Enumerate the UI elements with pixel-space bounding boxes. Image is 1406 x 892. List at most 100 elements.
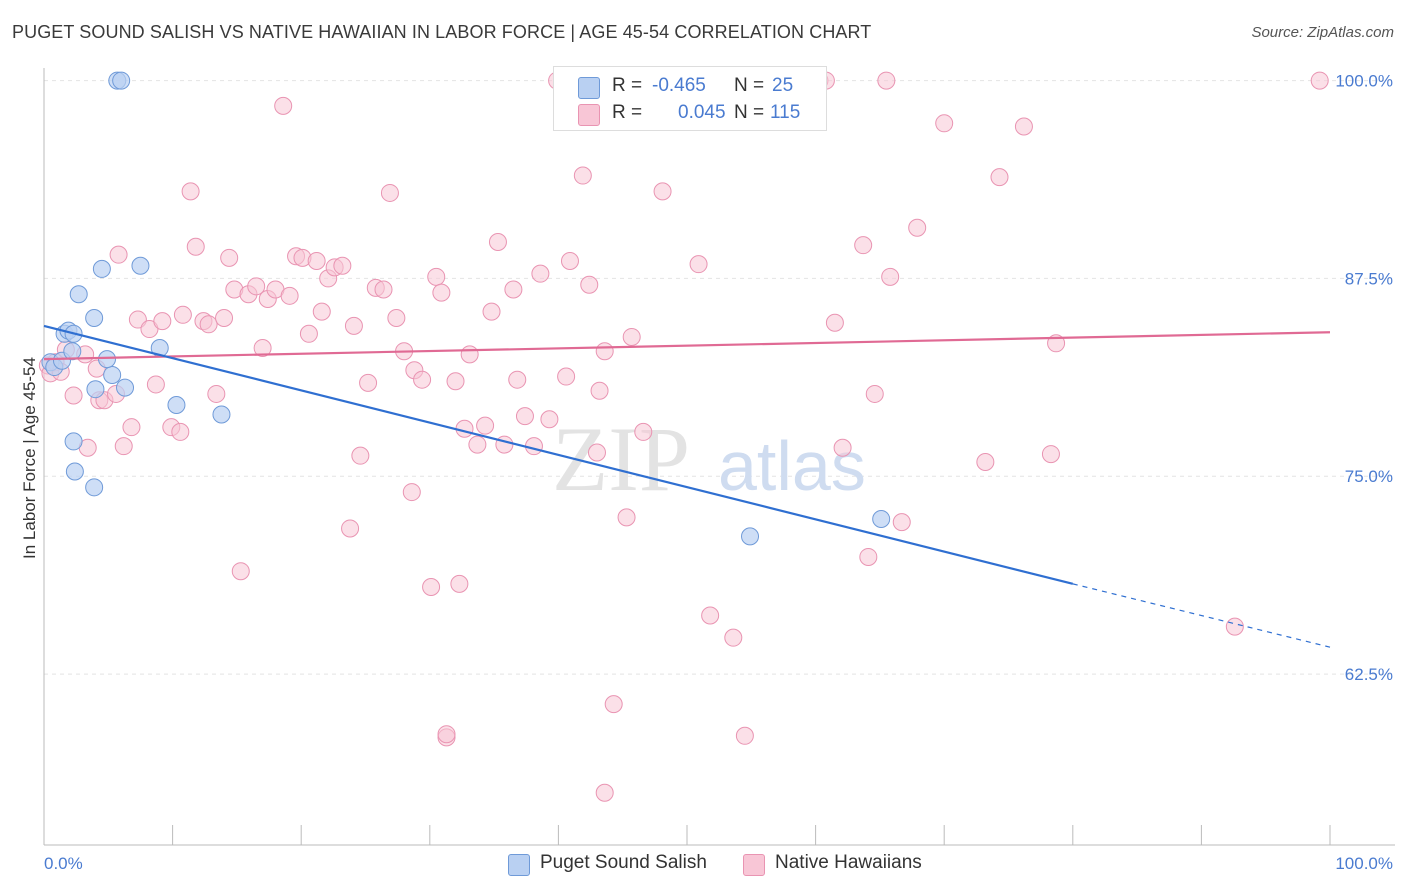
native-hawaiians-point — [413, 370, 432, 389]
legend-swatch-pink — [578, 104, 600, 126]
native-hawaiians-point — [468, 435, 487, 454]
native-hawaiians-point — [109, 245, 128, 264]
native-hawaiians-point — [247, 277, 266, 296]
puget-sound-salish-point — [167, 396, 186, 415]
native-hawaiians-point — [446, 372, 465, 391]
native-hawaiians-point — [253, 339, 272, 358]
x-tick-label: 100.0% — [1335, 854, 1393, 873]
native-hawaiians-point — [622, 327, 641, 346]
native-hawaiians-point — [531, 264, 550, 283]
native-hawaiians-point — [877, 71, 896, 90]
native-hawaiians-point — [854, 236, 873, 255]
native-hawaiians-point — [220, 248, 239, 267]
native-hawaiians-point — [689, 255, 708, 274]
native-hawaiians-point — [590, 381, 609, 400]
native-hawaiians-point — [587, 443, 606, 462]
native-hawaiians-point — [908, 218, 927, 237]
y-tick-label: 62.5% — [1345, 665, 1393, 684]
puget-sound-salish-point — [131, 256, 150, 275]
native-hawaiians-point — [215, 308, 234, 327]
legend-r-value: -0.465 — [652, 75, 706, 96]
native-hawaiians-point — [859, 547, 878, 566]
native-hawaiians-point — [634, 422, 653, 441]
native-hawaiians-point — [990, 168, 1009, 187]
native-hawaiians-point — [653, 182, 672, 201]
tick-labels: 62.5% 75.0% 87.5% 100.0% 0.0% 100.0% — [44, 72, 1393, 873]
trend-lines — [43, 324, 1331, 648]
chart-title: PUGET SOUND SALISH VS NATIVE HAWAIIAN IN… — [12, 22, 872, 42]
native-hawaiians-point — [374, 280, 393, 299]
puget-sound-salish-point — [872, 509, 891, 528]
native-hawaiians-point — [122, 418, 141, 437]
native-hawaiians-point — [580, 275, 599, 294]
puget-sound-salish-point — [741, 527, 760, 546]
native-hawaiians-point — [881, 267, 900, 286]
puget-sound-salish-point — [98, 350, 117, 369]
legend-item-label: Native Hawaiians — [775, 852, 922, 873]
native-hawaiians-point — [432, 283, 451, 302]
native-hawaiians-point — [865, 384, 884, 403]
native-hawaiians-point — [833, 438, 852, 457]
native-hawaiians-point — [333, 256, 352, 275]
native-hawaiians-point — [181, 182, 200, 201]
native-hawaiians-point — [437, 725, 456, 744]
native-hawaiians-point — [186, 237, 205, 256]
puget-sound-salish-point — [65, 462, 84, 481]
native-hawaiians-point — [701, 606, 720, 625]
native-hawaiians-point — [171, 422, 190, 441]
native-hawaiians-point — [128, 310, 147, 329]
legend-n-label: N = — [734, 75, 765, 96]
native-hawaiians-point — [595, 783, 614, 802]
native-hawaiians-point — [173, 305, 192, 324]
native-hawaiians-point — [825, 313, 844, 332]
legend-swatch-pink — [743, 854, 765, 876]
native-hawaiians-point — [476, 416, 495, 435]
native-hawaiians-point — [1225, 617, 1244, 636]
watermark-atlas: atlas — [718, 427, 866, 505]
source-credit: Source: ZipAtlas.com — [1251, 24, 1394, 41]
native-hawaiians-point — [351, 446, 370, 465]
native-hawaiians-point — [450, 574, 469, 593]
native-hawaiians-point — [540, 410, 559, 429]
native-hawaiians-point — [207, 384, 226, 403]
native-hawaiians-point — [402, 483, 421, 502]
native-hawaiians-point — [482, 302, 501, 321]
native-hawaiians-point — [595, 342, 614, 361]
legend-n-label: N = — [734, 102, 765, 123]
legend-r-label: R = — [612, 102, 643, 123]
native-hawaiians-point — [341, 519, 360, 538]
native-hawaiians-point — [64, 386, 83, 405]
legend-n-value: 115 — [770, 102, 801, 123]
native-hawaiians-point — [344, 316, 363, 335]
native-hawaiians-point — [976, 452, 995, 471]
native-hawaiians-trend-line — [43, 331, 1331, 361]
native-hawaiians-point — [114, 437, 133, 456]
native-hawaiians-point — [560, 251, 579, 270]
puget-sound-salish-point — [212, 405, 231, 424]
legend-swatch-blue — [508, 854, 530, 876]
native-hawaiians-point — [495, 435, 514, 454]
puget-sound-salish-point — [86, 380, 105, 399]
native-hawaiians-point — [735, 726, 754, 745]
native-hawaiians-point — [422, 578, 441, 597]
series-legend: Puget Sound Salish Native Hawaiians — [0, 852, 1406, 878]
native-hawaiians-point — [1310, 71, 1329, 90]
puget-sound-salish-point — [85, 308, 104, 327]
puget-sound-salish-point — [63, 342, 82, 361]
y-tick-label: 100.0% — [1335, 72, 1393, 91]
legend-item-label: Puget Sound Salish — [540, 852, 707, 873]
legend-n-value: 25 — [772, 75, 794, 96]
native-hawaiians-point — [1014, 117, 1033, 136]
native-hawaiians-point — [508, 370, 527, 389]
native-hawaiians-point — [299, 324, 318, 343]
native-hawaiians-point — [892, 513, 911, 532]
native-hawaiians-point — [557, 367, 576, 386]
native-hawaiians-point — [274, 96, 293, 115]
x-tick-label: 0.0% — [44, 854, 83, 873]
puget-sound-salish-point — [85, 478, 104, 497]
puget-sound-salish-trend-line — [43, 324, 1074, 585]
native-hawaiians-point — [359, 373, 378, 392]
legend-swatch-blue — [578, 77, 600, 99]
native-hawaiians-point — [427, 267, 446, 286]
